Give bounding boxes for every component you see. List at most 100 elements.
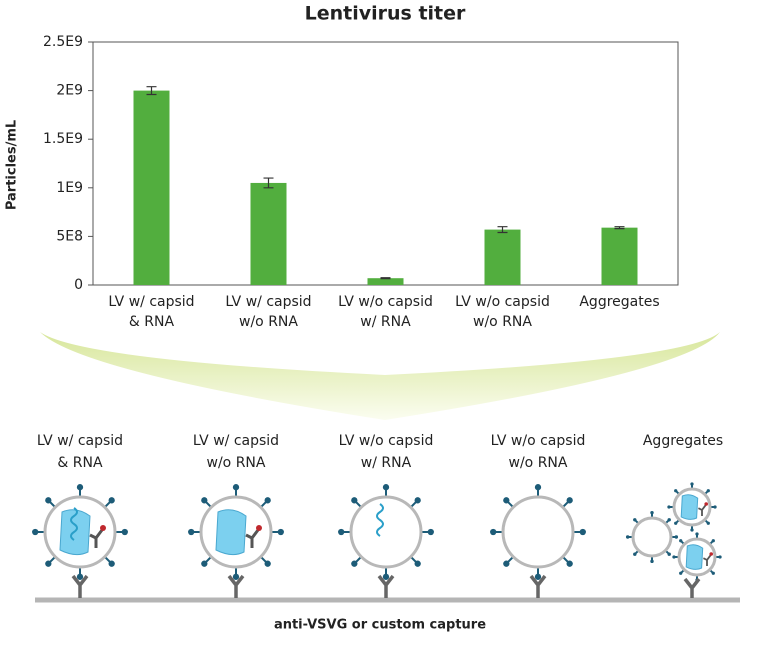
error-bar [380,277,391,280]
spike-head [76,484,84,491]
diagram-label: LV w/o capsid [339,433,434,449]
error-bar [263,177,274,189]
y-tick-label: 1E9 [56,180,83,196]
spike-head [338,528,345,536]
y-tick-label: 1.5E9 [43,131,83,147]
bar [133,90,170,285]
diagram-label: & RNA [57,455,103,471]
bar [484,229,521,285]
spike-head [674,521,678,525]
protein [697,504,707,516]
x-tick-label: w/o RNA [473,314,532,330]
protein [89,529,104,548]
spike-head [32,528,39,536]
diagram-label: w/o RNA [207,455,266,471]
spike-head [566,497,573,504]
diagram-label: LV w/ capsid [193,433,279,449]
spike-head [264,497,271,504]
spike-head [695,532,699,536]
spike-head [232,484,240,491]
protein [702,554,712,566]
error-bar [614,226,625,230]
diagram-label: w/o RNA [509,455,568,471]
spike-head [201,497,208,504]
label-dot [709,552,713,556]
x-tick-label: Aggregates [579,294,659,310]
x-tick-label: & RNA [129,314,175,330]
spike-head [414,497,421,504]
y-tick-label: 0 [74,277,83,293]
spike-head [674,535,679,539]
spike-head [534,573,542,580]
label-dot [256,525,262,531]
spike-head [625,535,630,539]
label-dot [704,502,708,506]
antibody [71,574,89,598]
plot-frame [92,41,679,286]
capsid [680,494,699,520]
x-tick-label: w/o RNA [239,314,298,330]
bar [601,227,638,285]
envelope [349,495,423,569]
capsid [685,544,704,570]
spike-head [264,560,271,567]
protein [245,529,260,548]
antibody [529,574,547,598]
spike-head [76,573,84,580]
spike-head [188,528,195,536]
x-tick-label: LV w/o capsid [455,294,550,310]
envelope [501,495,575,569]
spike-head [650,559,654,564]
y-tick-label: 2.5E9 [43,34,83,50]
spike-head [672,555,676,559]
envelope [631,516,673,558]
diagram-label: Aggregates [643,433,723,449]
spike-head [674,489,678,493]
spike-head [633,552,637,556]
spike-head [579,528,586,536]
spike-head [667,518,671,522]
spike-head [45,560,52,567]
spike-head [232,573,240,580]
spike-head [633,518,637,522]
arc-connector [40,332,720,420]
error-bar [146,86,157,96]
spike-head [108,497,115,504]
spike-head [503,497,510,504]
bar [250,182,287,285]
spike-head [351,497,358,504]
spike-head [667,505,671,509]
spike-head [711,571,715,575]
spike-head [650,510,654,515]
spike-head [706,521,710,525]
diagram-label: LV w/ capsid [37,433,123,449]
x-tick-label: LV w/ capsid [225,294,311,310]
diagram-label: w/ RNA [361,455,412,471]
spike-head [351,560,358,567]
error-bar [497,226,508,234]
label-dot [100,525,106,531]
spike-head [201,560,208,567]
spike-head [713,505,717,509]
spike-head [667,552,671,556]
spike-head [679,571,683,575]
spike-head [490,528,497,536]
spike-head [427,528,434,536]
rna [70,507,78,541]
diagram-label: LV w/o capsid [491,433,586,449]
spike-head [277,528,284,536]
spike-head [108,560,115,567]
bar [367,278,404,285]
spike-head [566,560,573,567]
spike-head [718,555,722,559]
spike-head [414,560,421,567]
rna [376,503,384,537]
spike-head [382,573,390,580]
spike-head [382,484,390,491]
antibody [377,574,395,598]
antibody [227,574,245,598]
capture-caption: anti-VSVG or custom capture [274,618,486,633]
spike-head [503,560,510,567]
antibody [683,577,701,598]
